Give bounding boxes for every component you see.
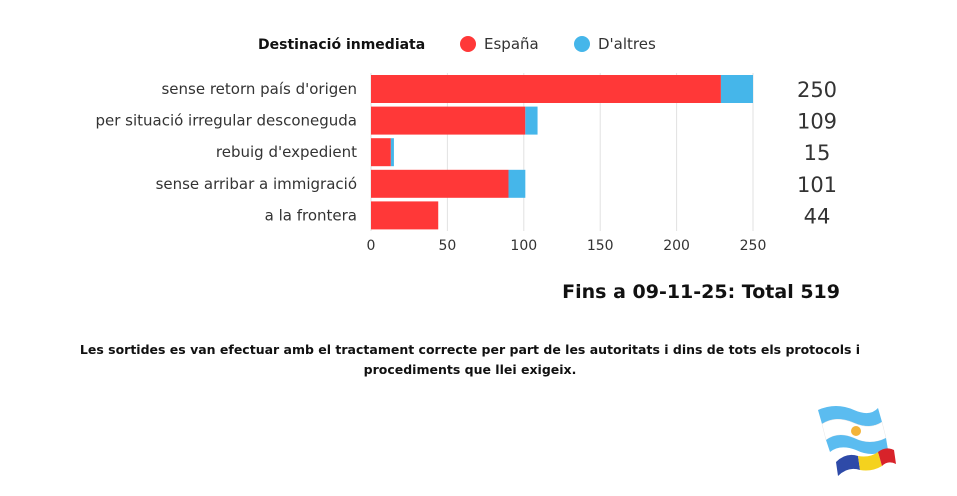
- bar-espana-5: [371, 201, 439, 230]
- legend-label-2: D'altres: [598, 35, 656, 53]
- bar-espana-1: [371, 75, 721, 103]
- bar-daltres-4: [508, 169, 526, 198]
- x-tick-label: 150: [587, 238, 614, 254]
- x-tick-label: 250: [740, 238, 767, 254]
- bar-espana-2: [371, 106, 526, 135]
- footnote-line-2: procediments que llei exigeix.: [363, 362, 577, 377]
- total-value-3: 15: [804, 141, 831, 165]
- andorra-flag-icon: [836, 448, 896, 476]
- chart-legend: Destinació inmediata España D'altres: [258, 35, 656, 53]
- footnote-line-1: Les sortides es van efectuar amb el trac…: [79, 342, 861, 357]
- x-axis-ticks: 0 50 100 150 200 250: [367, 238, 767, 254]
- argentina-flag-icon: [818, 406, 888, 454]
- x-tick-label: 0: [367, 238, 376, 254]
- category-label-5: a la frontera: [265, 206, 357, 224]
- category-label-3: rebuig d'expedient: [216, 143, 357, 161]
- category-label-4: sense arribar a immigració: [156, 175, 357, 193]
- total-value-5: 44: [804, 204, 831, 228]
- legend-label-1: España: [484, 35, 539, 53]
- bar-espana-3: [371, 138, 391, 167]
- category-label-2: per situació irregular desconeguda: [95, 112, 357, 130]
- x-tick-label: 200: [663, 238, 690, 254]
- bar-daltres-1: [720, 75, 753, 103]
- bar-espana-4: [371, 169, 509, 198]
- footnote: Les sortides es van efectuar amb el trac…: [20, 340, 920, 380]
- total-value-4: 101: [797, 173, 837, 197]
- x-tick-label: 100: [510, 238, 537, 254]
- total-value-1: 250: [797, 78, 837, 102]
- category-labels: sense retorn país d'origen per situació i…: [95, 80, 357, 224]
- total-summary: Fins a 09-11-25: Total 519: [562, 281, 840, 303]
- flag-logo: [818, 406, 896, 476]
- bar-daltres-2: [525, 106, 538, 135]
- total-value-2: 109: [797, 110, 837, 134]
- category-label-1: sense retorn país d'origen: [161, 80, 357, 98]
- chart-bars: [371, 75, 753, 230]
- x-tick-label: 50: [438, 238, 456, 254]
- legend-swatch-1: [460, 36, 476, 52]
- legend-swatch-2: [574, 36, 590, 52]
- bar-totals: 250 109 15 101 44: [797, 78, 837, 228]
- stacked-bar-chart: Destinació inmediata España D'altres sens…: [95, 35, 837, 254]
- bar-daltres-3: [390, 138, 394, 167]
- legend-title: Destinació inmediata: [258, 37, 425, 53]
